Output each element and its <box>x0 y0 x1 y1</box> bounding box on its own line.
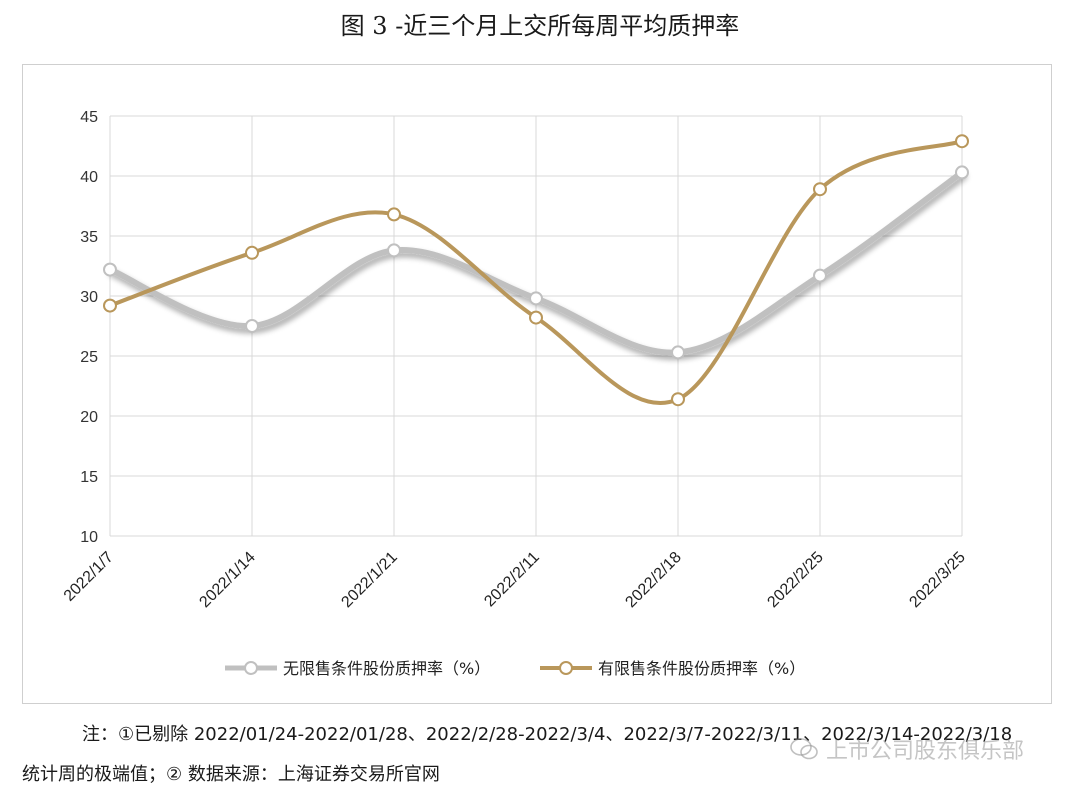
data-point <box>671 392 685 407</box>
data-point <box>387 207 401 222</box>
series-2 <box>103 134 969 407</box>
y-tick-label: 30 <box>80 289 98 306</box>
series-1 <box>103 165 969 360</box>
x-tick-label: 2022/1/21 <box>338 549 400 611</box>
series-group <box>103 134 969 407</box>
watermark-text: 上市公司股东俱乐部 <box>826 739 1025 764</box>
legend-swatch-marker <box>244 661 258 675</box>
data-point <box>813 182 827 197</box>
data-point <box>529 291 543 306</box>
data-point <box>955 134 969 149</box>
data-point <box>671 345 685 360</box>
y-tick-label: 20 <box>80 409 98 426</box>
x-tick-label: 2022/2/11 <box>481 549 543 611</box>
data-point <box>103 262 117 277</box>
data-point <box>387 243 401 258</box>
y-tick-label: 10 <box>80 529 98 546</box>
watermark: 上市公司股东俱乐部 <box>790 733 1024 765</box>
x-axis-labels: 2022/1/7 2022/1/14 2022/1/21 2022/2/11 2022/… <box>61 549 969 611</box>
x-tick-label: 2022/1/14 <box>196 549 258 611</box>
y-tick-label: 40 <box>80 169 98 186</box>
footnote-line-1: 注：①已剔除 2022/01/24-2022/01/28、2022/2/28-2… <box>82 724 1013 745</box>
chart-title: 图 3 -近三个月上交所每周平均质押率 <box>340 12 740 40</box>
legend-entry: 有限售条件股份质押率（%） <box>540 659 805 678</box>
legend-label: 无限售条件股份质押率（%） <box>283 659 490 678</box>
x-tick-label: 2022/3/25 <box>906 549 968 611</box>
legend-entry: 无限售条件股份质押率（%） <box>225 659 490 678</box>
data-point <box>245 245 259 260</box>
x-tick-label: 2022/1/7 <box>61 549 117 605</box>
data-point <box>955 165 969 180</box>
y-axis-labels: 10 15 20 25 30 35 40 45 <box>80 109 98 546</box>
data-point <box>529 310 543 325</box>
y-tick-label: 15 <box>80 469 98 486</box>
y-tick-label: 25 <box>80 349 98 366</box>
x-tick-label: 2022/2/18 <box>622 549 684 611</box>
y-tick-label: 35 <box>80 229 98 246</box>
wechat-icon <box>790 738 818 760</box>
chart-frame <box>22 64 1052 704</box>
legend: 无限售条件股份质押率（%） 有限售条件股份质押率（%） <box>225 659 805 678</box>
y-tick-label: 45 <box>80 109 98 126</box>
data-point <box>813 268 827 283</box>
legend-swatch-marker <box>559 661 573 675</box>
data-point <box>103 298 117 313</box>
legend-label: 有限售条件股份质押率（%） <box>598 659 805 678</box>
x-tick-label: 2022/2/25 <box>764 549 826 611</box>
data-point <box>245 319 259 333</box>
footnote-line-2: 统计周的极端值；② 数据来源：上海证券交易所官网 <box>22 764 440 785</box>
